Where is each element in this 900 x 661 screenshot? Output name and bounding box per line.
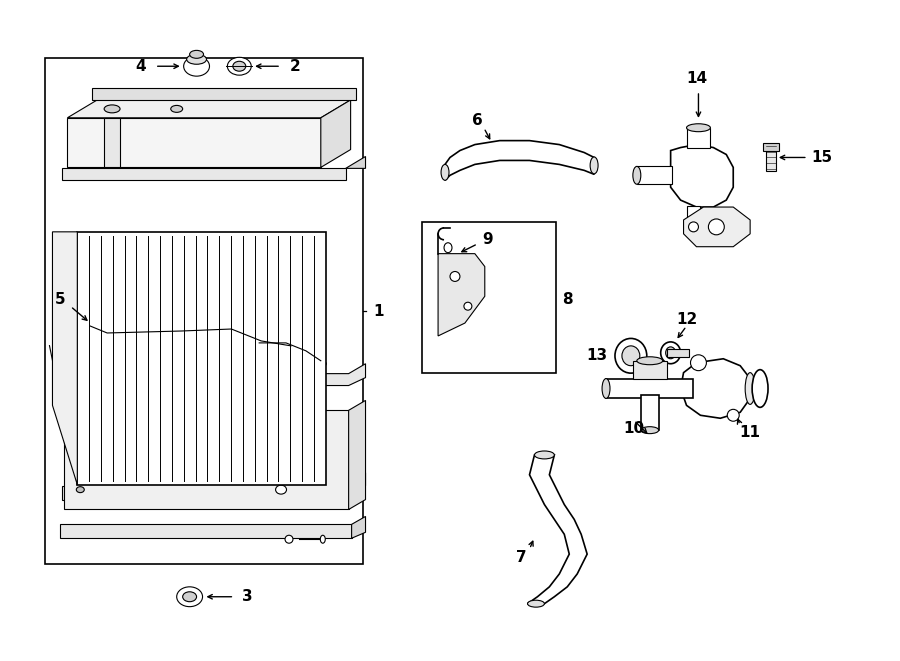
Ellipse shape xyxy=(320,362,327,366)
Ellipse shape xyxy=(661,342,680,364)
Bar xyxy=(606,379,694,399)
Ellipse shape xyxy=(450,272,460,282)
Polygon shape xyxy=(445,141,594,180)
Ellipse shape xyxy=(132,305,141,313)
Ellipse shape xyxy=(527,600,544,607)
Circle shape xyxy=(727,409,739,421)
Text: 12: 12 xyxy=(676,311,698,327)
Text: 6: 6 xyxy=(472,113,483,128)
Polygon shape xyxy=(68,118,320,167)
Polygon shape xyxy=(527,455,587,603)
Ellipse shape xyxy=(745,373,755,405)
Text: 3: 3 xyxy=(242,589,253,604)
Bar xyxy=(104,118,120,167)
Ellipse shape xyxy=(320,535,325,543)
Text: 11: 11 xyxy=(740,424,760,440)
FancyBboxPatch shape xyxy=(766,143,776,171)
Bar xyxy=(422,222,556,373)
Polygon shape xyxy=(320,100,351,167)
Bar xyxy=(60,524,352,538)
Polygon shape xyxy=(65,410,348,510)
Ellipse shape xyxy=(633,167,641,184)
Ellipse shape xyxy=(114,303,126,315)
Ellipse shape xyxy=(104,105,120,113)
Ellipse shape xyxy=(275,485,286,494)
Ellipse shape xyxy=(666,347,676,359)
Circle shape xyxy=(690,355,707,371)
Ellipse shape xyxy=(590,157,598,174)
Polygon shape xyxy=(346,157,365,169)
Polygon shape xyxy=(683,207,750,247)
Text: 9: 9 xyxy=(482,232,493,247)
Text: 8: 8 xyxy=(562,292,572,307)
Polygon shape xyxy=(438,254,485,336)
Text: 13: 13 xyxy=(587,348,608,364)
Polygon shape xyxy=(680,359,750,418)
Polygon shape xyxy=(352,516,365,538)
Polygon shape xyxy=(52,232,77,485)
Ellipse shape xyxy=(186,54,206,64)
Text: 2: 2 xyxy=(290,59,301,74)
Bar xyxy=(44,58,363,564)
Ellipse shape xyxy=(637,357,662,365)
Ellipse shape xyxy=(184,56,210,76)
Ellipse shape xyxy=(201,338,212,348)
Ellipse shape xyxy=(176,587,202,607)
Ellipse shape xyxy=(752,369,768,407)
Ellipse shape xyxy=(622,346,640,366)
Text: 4: 4 xyxy=(136,59,146,74)
Ellipse shape xyxy=(100,305,109,313)
Ellipse shape xyxy=(190,50,203,58)
Ellipse shape xyxy=(171,105,183,112)
Text: 14: 14 xyxy=(686,71,707,86)
Ellipse shape xyxy=(183,592,196,602)
Text: 10: 10 xyxy=(624,420,644,436)
Bar xyxy=(641,395,659,430)
Ellipse shape xyxy=(688,222,698,232)
Ellipse shape xyxy=(535,451,554,459)
Ellipse shape xyxy=(285,535,293,543)
Ellipse shape xyxy=(441,165,449,180)
Ellipse shape xyxy=(602,379,610,399)
Text: 7: 7 xyxy=(517,549,526,564)
Bar xyxy=(667,349,688,357)
Text: 5: 5 xyxy=(55,292,66,307)
Ellipse shape xyxy=(76,486,85,492)
Ellipse shape xyxy=(641,427,659,434)
Ellipse shape xyxy=(92,455,103,465)
Bar xyxy=(633,361,667,379)
Ellipse shape xyxy=(615,338,647,373)
Polygon shape xyxy=(670,145,734,207)
Bar xyxy=(92,88,356,100)
Polygon shape xyxy=(346,473,365,486)
Ellipse shape xyxy=(122,455,132,465)
Ellipse shape xyxy=(444,243,452,253)
Bar xyxy=(62,169,346,180)
Ellipse shape xyxy=(290,346,296,352)
Circle shape xyxy=(708,219,725,235)
Bar xyxy=(637,167,671,184)
Ellipse shape xyxy=(233,61,246,71)
Polygon shape xyxy=(348,401,365,510)
Text: 1: 1 xyxy=(374,303,383,319)
Bar xyxy=(763,143,779,151)
Ellipse shape xyxy=(228,58,251,75)
Bar xyxy=(687,206,700,220)
Ellipse shape xyxy=(464,302,472,310)
Bar xyxy=(687,128,710,147)
Text: 15: 15 xyxy=(811,150,832,165)
Polygon shape xyxy=(65,364,365,385)
Bar xyxy=(77,232,326,485)
Ellipse shape xyxy=(687,124,710,132)
Polygon shape xyxy=(68,100,351,118)
Bar xyxy=(62,486,346,500)
Ellipse shape xyxy=(238,338,248,348)
Ellipse shape xyxy=(217,336,230,350)
